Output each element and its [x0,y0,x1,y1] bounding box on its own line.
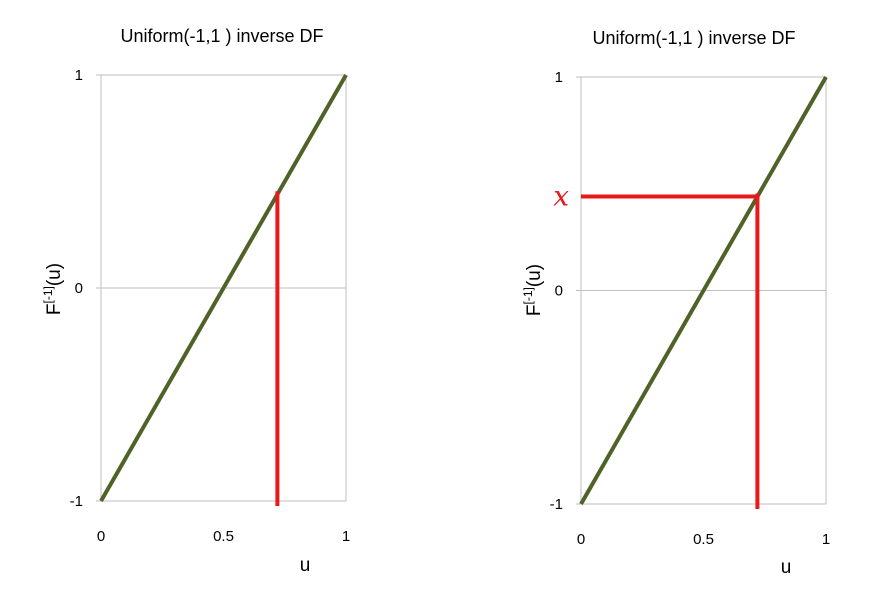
y-axis-label: F[-1](u) [41,263,65,315]
y-tick-label: -1 [550,496,563,513]
x-axis-label: u [300,555,311,576]
marker-x-label: x [553,180,569,213]
x-tick-label: 0.5 [693,531,714,548]
chart-left: Uniform(-1,1 ) inverse DF 1 0 -1 0 0.5 1 u F[… [41,26,350,576]
chart-title: Uniform(-1,1 ) inverse DF [120,26,323,46]
x-tick-label: 1 [822,531,830,548]
y-tick-label: 1 [75,67,83,84]
x-tick-label: 0 [577,531,585,548]
y-tick-label: 0 [555,283,563,300]
y-axis-label-base: F [44,303,65,315]
y-tick-label: -1 [70,493,83,510]
y-axis-label-arg: (u) [524,264,545,287]
y-axis-label-sup: [-1] [41,286,55,303]
y-tick-label: 1 [555,69,563,86]
x-tick-label: 0 [97,528,105,545]
series-line [99,74,348,502]
x-axis-label: u [781,557,792,578]
y-axis-label-sup: [-1] [521,287,535,304]
chart-right: Uniform(-1,1 ) inverse DF 1 0 -1 0 0.5 1 x u F… [521,28,830,578]
x-tick-label: 0.5 [213,528,234,545]
series-line [579,76,828,505]
y-axis-label-arg: (u) [44,263,65,286]
x-tick-label: 1 [342,528,350,545]
y-axis-label: F[-1](u) [521,264,545,316]
y-tick-label: 0 [75,280,83,297]
y-axis-label-base: F [524,304,545,316]
chart-title: Uniform(-1,1 ) inverse DF [592,28,795,48]
